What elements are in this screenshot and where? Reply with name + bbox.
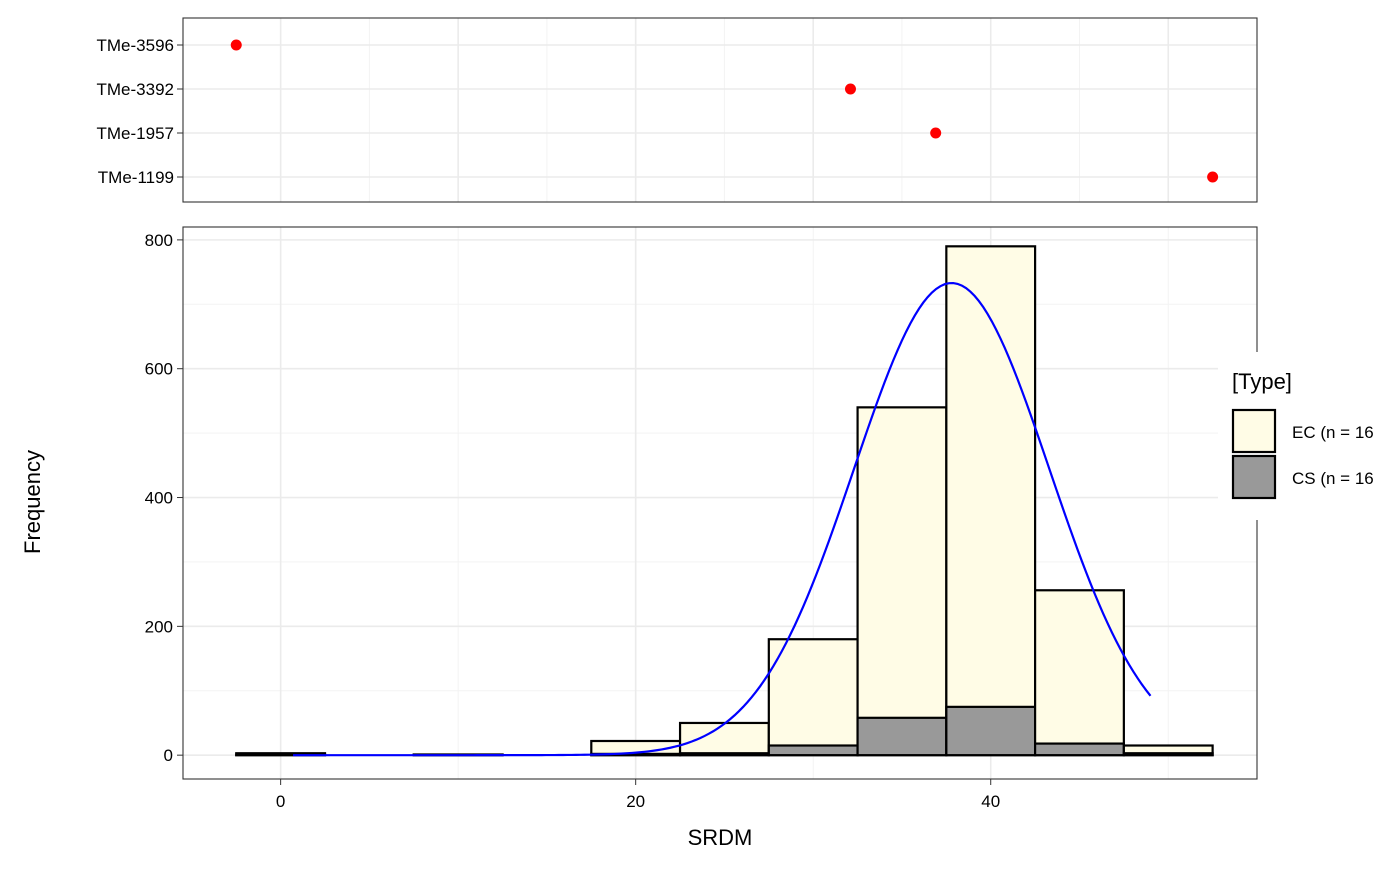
x-tick-label: 0 — [276, 792, 285, 811]
legend-key-1 — [1231, 454, 1277, 500]
y-tick-label: 200 — [145, 617, 173, 636]
x-tick-label: 40 — [981, 792, 1000, 811]
legend-items: EC (n = 16 CS (n = 16 — [1231, 408, 1374, 500]
y-tick-label: 400 — [145, 489, 173, 508]
legend: [Type] EC (n = 16 CS (n = 16 — [1218, 352, 1400, 520]
legend-label-1: CS (n = 16 — [1292, 469, 1374, 488]
bar-ec-5 — [678, 721, 770, 757]
top-y-tick-label: TMe-3392 — [97, 80, 174, 99]
y-tick-label: 800 — [145, 231, 173, 250]
top-panel-background — [183, 18, 1257, 202]
bar-ec-9 — [1033, 589, 1125, 757]
top-panel-border — [182, 17, 1258, 203]
bar-cs-8 — [945, 705, 1037, 757]
bar-ec-8 — [945, 245, 1037, 757]
bar-ec-6 — [767, 638, 859, 757]
bar-cs-6 — [767, 744, 859, 757]
top-y-tick-label: TMe-1957 — [97, 124, 174, 143]
y-tick-label: 600 — [145, 360, 173, 379]
scatter-point-tme-3392 — [844, 83, 856, 95]
density-curve-line — [293, 281, 1152, 757]
x-axis-title: SRDM — [688, 825, 753, 850]
legend-key-0 — [1231, 408, 1277, 454]
scatter-point-tme-1199 — [1207, 171, 1219, 183]
top-y-tick-label: TMe-1199 — [98, 168, 174, 187]
y-axis-title: Frequency — [20, 450, 45, 554]
bar-cs-5 — [678, 752, 770, 757]
bar-cs-10 — [1122, 752, 1214, 757]
legend-title: [Type] — [1232, 369, 1292, 394]
bar-ec-7 — [856, 406, 948, 757]
top-y-tick-label: TMe-3596 — [97, 36, 174, 55]
scatter-point-tme-3596 — [230, 39, 242, 51]
top-scatter-panel: TMe-3596 TMe-3392 TMe-1957 TMe-1199 — [97, 17, 1258, 203]
bar-cs-9 — [1033, 742, 1125, 757]
x-tick-label: 20 — [626, 792, 645, 811]
y-tick-label: 0 — [164, 746, 173, 765]
scatter-point-tme-1957 — [930, 127, 942, 139]
legend-label-0: EC (n = 16 — [1292, 423, 1374, 442]
bar-cs-7 — [856, 716, 948, 757]
